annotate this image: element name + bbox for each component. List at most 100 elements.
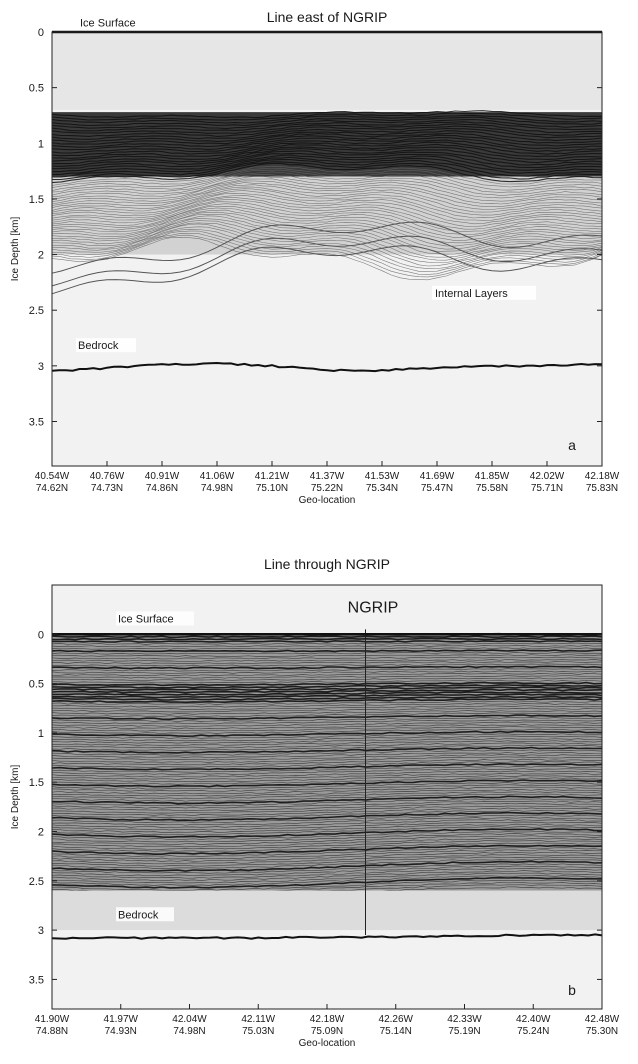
internal-layer	[51, 169, 603, 191]
x-axis-label: Geo-location	[299, 1038, 356, 1049]
annotation-bg	[116, 611, 194, 626]
x-tick-label-lat: 74.86N	[146, 483, 178, 494]
internal-layer	[51, 236, 603, 281]
internal-layer	[51, 863, 603, 874]
internal-layer	[51, 654, 603, 657]
internal-layer	[51, 847, 603, 857]
internal-layer	[52, 735, 603, 742]
x-tick-label-lat: 74.98N	[201, 483, 233, 494]
y-tick-label: 0.5	[29, 679, 44, 691]
x-tick-label-lat: 75.19N	[448, 1026, 480, 1037]
x-tick-label-lat: 75.34N	[366, 483, 398, 494]
y-tick-label: 1	[38, 728, 44, 740]
internal-layer	[51, 733, 603, 739]
internal-layer	[51, 827, 603, 839]
internal-layer	[51, 752, 603, 759]
mid-ice-zone	[52, 176, 602, 255]
internal-layer	[51, 201, 603, 232]
internal-layer	[51, 858, 603, 869]
internal-layer	[51, 754, 603, 761]
internal-layer	[51, 668, 603, 672]
internal-layer	[52, 161, 602, 181]
internal-layer	[51, 830, 603, 841]
internal-layer	[51, 143, 603, 159]
internal-layer	[51, 637, 603, 641]
internal-layer	[51, 695, 603, 701]
internal-layer	[52, 856, 603, 867]
internal-layer	[51, 817, 603, 826]
y-tick-label: 2	[38, 827, 44, 839]
internal-layer	[51, 875, 603, 886]
internal-layer	[51, 840, 603, 850]
internal-layer	[51, 681, 603, 687]
annotation-bedrock: Bedrock	[118, 909, 159, 921]
internal-layer	[51, 197, 603, 227]
internal-layer	[51, 110, 603, 119]
x-tick-label-lat: 75.09N	[311, 1026, 343, 1037]
internal-layer	[51, 132, 603, 145]
internal-layer	[51, 737, 603, 744]
y-tick-label: 1.5	[29, 194, 44, 206]
x-tick-label-lon: 42.18W	[310, 1014, 345, 1025]
internal-layer	[51, 784, 603, 792]
internal-layer	[51, 728, 603, 735]
internal-layer	[51, 207, 603, 242]
internal-layer	[51, 693, 603, 699]
bedrock-line	[51, 361, 603, 373]
x-tick-label-lon: 42.33W	[447, 1014, 482, 1025]
internal-layer	[51, 127, 603, 140]
internal-layer	[51, 186, 603, 213]
internal-layer	[51, 165, 603, 186]
internal-layer	[51, 717, 603, 723]
firn-zone	[52, 32, 602, 110]
internal-layer	[51, 730, 603, 738]
internal-layer	[51, 156, 603, 176]
internal-layer	[51, 712, 603, 718]
x-tick-label-lat: 74.93N	[105, 1026, 137, 1037]
internal-layer	[51, 214, 603, 250]
internal-layer	[51, 167, 603, 188]
internal-layer	[51, 805, 603, 814]
internal-layer	[52, 673, 603, 677]
internal-layer	[52, 658, 603, 662]
internal-layer	[51, 139, 603, 154]
internal-layer	[51, 726, 603, 732]
y-tick-label: 0.5	[29, 83, 44, 95]
internal-layer	[51, 749, 603, 756]
x-tick-label-lat: 75.83N	[586, 483, 618, 494]
radargram-chart-b: Line through NGRIP 0 0.5 1 1.5 2 2.5 3 3.5 Ice De…	[10, 556, 620, 1049]
internal-layer	[51, 770, 603, 778]
internal-layer	[51, 152, 603, 170]
internal-layer	[51, 642, 603, 645]
internal-layer	[52, 691, 602, 696]
internal-layer	[51, 656, 603, 660]
chart-title: Line east of NGRIP	[267, 9, 388, 25]
internal-layer	[51, 793, 603, 802]
deep-internal-layer	[51, 235, 603, 287]
internal-layer	[51, 184, 603, 210]
internal-layer	[51, 652, 603, 655]
internal-layer	[51, 800, 603, 809]
internal-layer	[51, 154, 603, 173]
internal-layer	[51, 837, 603, 848]
x-tick-label-lon: 41.97W	[104, 1014, 139, 1025]
x-tick-label-lon: 42.26W	[379, 1014, 414, 1025]
internal-layer	[51, 844, 603, 855]
x-tick-label-lon: 40.91W	[145, 471, 180, 482]
y-tick-label: 3.5	[29, 974, 44, 986]
internal-layer	[51, 215, 603, 252]
internal-layer	[51, 121, 603, 132]
internal-layer	[51, 758, 602, 766]
x-tick-label-lon: 41.21W	[255, 471, 290, 482]
internal-layer	[51, 809, 603, 819]
internal-layer	[51, 211, 603, 247]
annotation-ice-surface: Ice Surface	[118, 613, 174, 625]
internal-layer	[51, 798, 603, 807]
internal-layer	[51, 209, 603, 244]
annotation-ice-surface: Ice Surface	[80, 17, 136, 29]
x-tick-label-lat: 75.03N	[242, 1026, 274, 1037]
y-tick-label: 2	[38, 250, 44, 262]
annotation-ngrip: NGRIP	[348, 600, 399, 617]
internal-layer	[51, 872, 603, 884]
annotation-internal-layers: Internal Layers	[435, 288, 508, 300]
